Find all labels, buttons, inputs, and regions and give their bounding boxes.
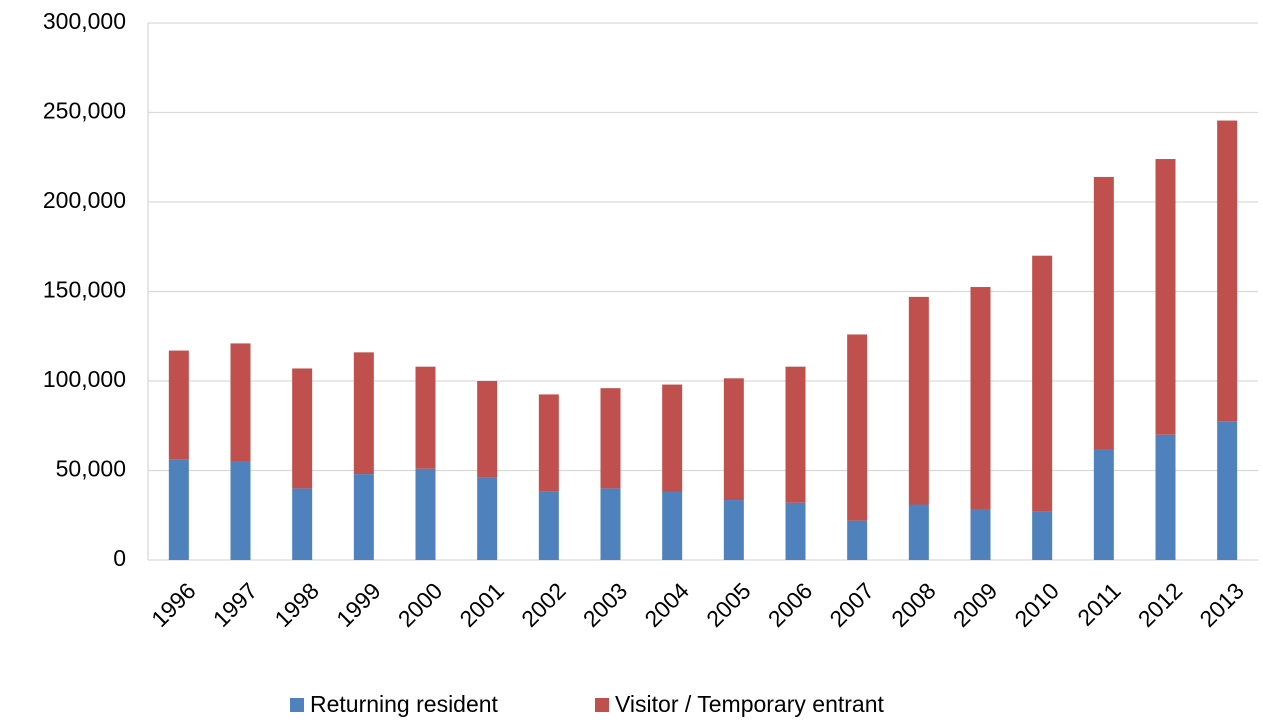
x-tick-label: 1997 — [208, 577, 263, 632]
x-tick-label: 2004 — [639, 577, 694, 632]
x-tick-label: 2007 — [824, 577, 879, 632]
y-tick-label: 300,000 — [43, 8, 126, 34]
bar-segment — [353, 352, 374, 475]
legend-swatch — [595, 698, 609, 712]
bar-segment — [970, 287, 991, 509]
x-tick-label: 2000 — [393, 577, 448, 632]
x-tick-label: 1998 — [269, 577, 324, 632]
bar-segment — [353, 474, 374, 560]
y-tick-label: 100,000 — [43, 366, 126, 392]
y-tick-label: 250,000 — [43, 98, 126, 124]
bar-segment — [230, 343, 251, 462]
bar-segment — [1032, 511, 1053, 560]
x-tick-label: 2008 — [886, 577, 941, 632]
bar-segment — [785, 502, 806, 560]
bar-segment — [723, 500, 744, 560]
bar-segment — [1032, 255, 1053, 512]
x-tick-label: 2006 — [763, 577, 818, 632]
bar-segment — [168, 459, 189, 560]
x-tick-label: 2002 — [516, 577, 571, 632]
bar-segment — [477, 381, 498, 478]
bar-segment — [908, 296, 929, 505]
legend-swatch — [290, 698, 304, 712]
bar-segment — [1155, 159, 1176, 435]
bar-segment — [970, 508, 991, 560]
bar-segment — [415, 366, 436, 469]
bar-segment — [292, 488, 313, 560]
legend-label: Visitor / Temporary entrant — [615, 691, 884, 717]
bar-segment — [723, 378, 744, 501]
y-tick-label: 0 — [113, 545, 126, 571]
x-tick-label: 2003 — [578, 577, 633, 632]
legend-label: Returning resident — [310, 691, 499, 717]
bar-segment — [1155, 434, 1176, 560]
bar-segment — [168, 350, 189, 460]
bar-segment — [662, 491, 683, 560]
x-tick-label: 2013 — [1194, 577, 1249, 632]
bar-segment — [908, 504, 929, 560]
x-tick-label: 2012 — [1133, 577, 1188, 632]
bar-segment — [847, 334, 868, 521]
x-tick-label: 2001 — [454, 577, 509, 632]
bar-segment — [662, 384, 683, 492]
bar-segment — [1217, 421, 1238, 560]
x-tick-label: 1999 — [331, 577, 386, 632]
bar-segment — [1093, 449, 1114, 560]
bar-segment — [230, 461, 251, 560]
x-tick-label: 2009 — [948, 577, 1003, 632]
bar-segment — [538, 491, 559, 560]
y-tick-label: 150,000 — [43, 277, 126, 303]
bar-segment — [292, 368, 313, 489]
y-tick-label: 200,000 — [43, 187, 126, 213]
bar-segment — [415, 468, 436, 560]
bar-segment — [538, 394, 559, 492]
bar-segment — [1093, 176, 1114, 450]
bar-segment — [600, 488, 621, 560]
x-tick-label: 2005 — [701, 577, 756, 632]
x-tick-label: 1996 — [146, 577, 201, 632]
bar-segment — [847, 520, 868, 560]
x-tick-label: 2010 — [1009, 577, 1064, 632]
bar-segment — [1217, 120, 1238, 422]
bar-segment — [600, 388, 621, 489]
bar-segment — [477, 477, 498, 560]
bar-segment — [785, 366, 806, 503]
y-tick-label: 50,000 — [56, 456, 126, 482]
x-tick-label: 2011 — [1072, 577, 1125, 630]
